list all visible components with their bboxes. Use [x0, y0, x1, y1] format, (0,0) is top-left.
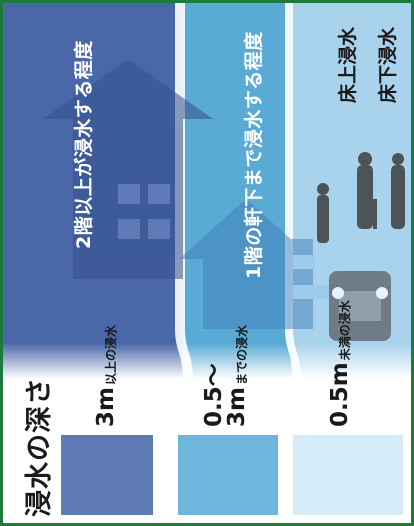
house-large	[43, 59, 213, 279]
legend-swatch-shallow	[293, 435, 403, 515]
people-icon	[317, 152, 405, 243]
legend-deep-value: 3m	[93, 387, 119, 427]
legend-swatch-middle	[178, 435, 278, 515]
floor-label-below: 床下浸水	[377, 26, 399, 103]
legend-middle-value-line2: 3m	[224, 387, 250, 427]
house-small	[179, 199, 353, 329]
rotated-canvas: 浸水の深さ 3m以上の浸水 0.5～ 3mまでの浸水 0.5m未満の浸水 2階以…	[3, 3, 411, 523]
legend-item-deep: 3m以上の浸水	[93, 325, 123, 427]
legend-deep-caption: 以上の浸水	[104, 325, 118, 386]
legend-title: 浸水の深さ	[24, 377, 55, 517]
car-icon	[329, 271, 391, 341]
legend-item-shallow: 0.5m未満の浸水	[327, 300, 357, 427]
zone-label-middle: 1階の軒下まで浸水する程度	[243, 31, 265, 279]
legend-shallow-value: 0.5m	[327, 362, 353, 427]
legend-shallow-caption: 未満の浸水	[338, 300, 352, 361]
legend-middle-value-line1: 0.5～	[201, 363, 227, 427]
legend-item-middle: 0.5～ 3mまでの浸水	[201, 325, 250, 427]
zone-label-deep: 2階以上が浸水する程度	[73, 40, 95, 249]
band-fade	[3, 319, 411, 379]
legend-swatch-deep	[61, 435, 153, 515]
illustration	[3, 3, 411, 515]
floor-label-above: 床上浸水	[337, 26, 359, 103]
legend-middle-caption: までの浸水	[235, 325, 249, 386]
